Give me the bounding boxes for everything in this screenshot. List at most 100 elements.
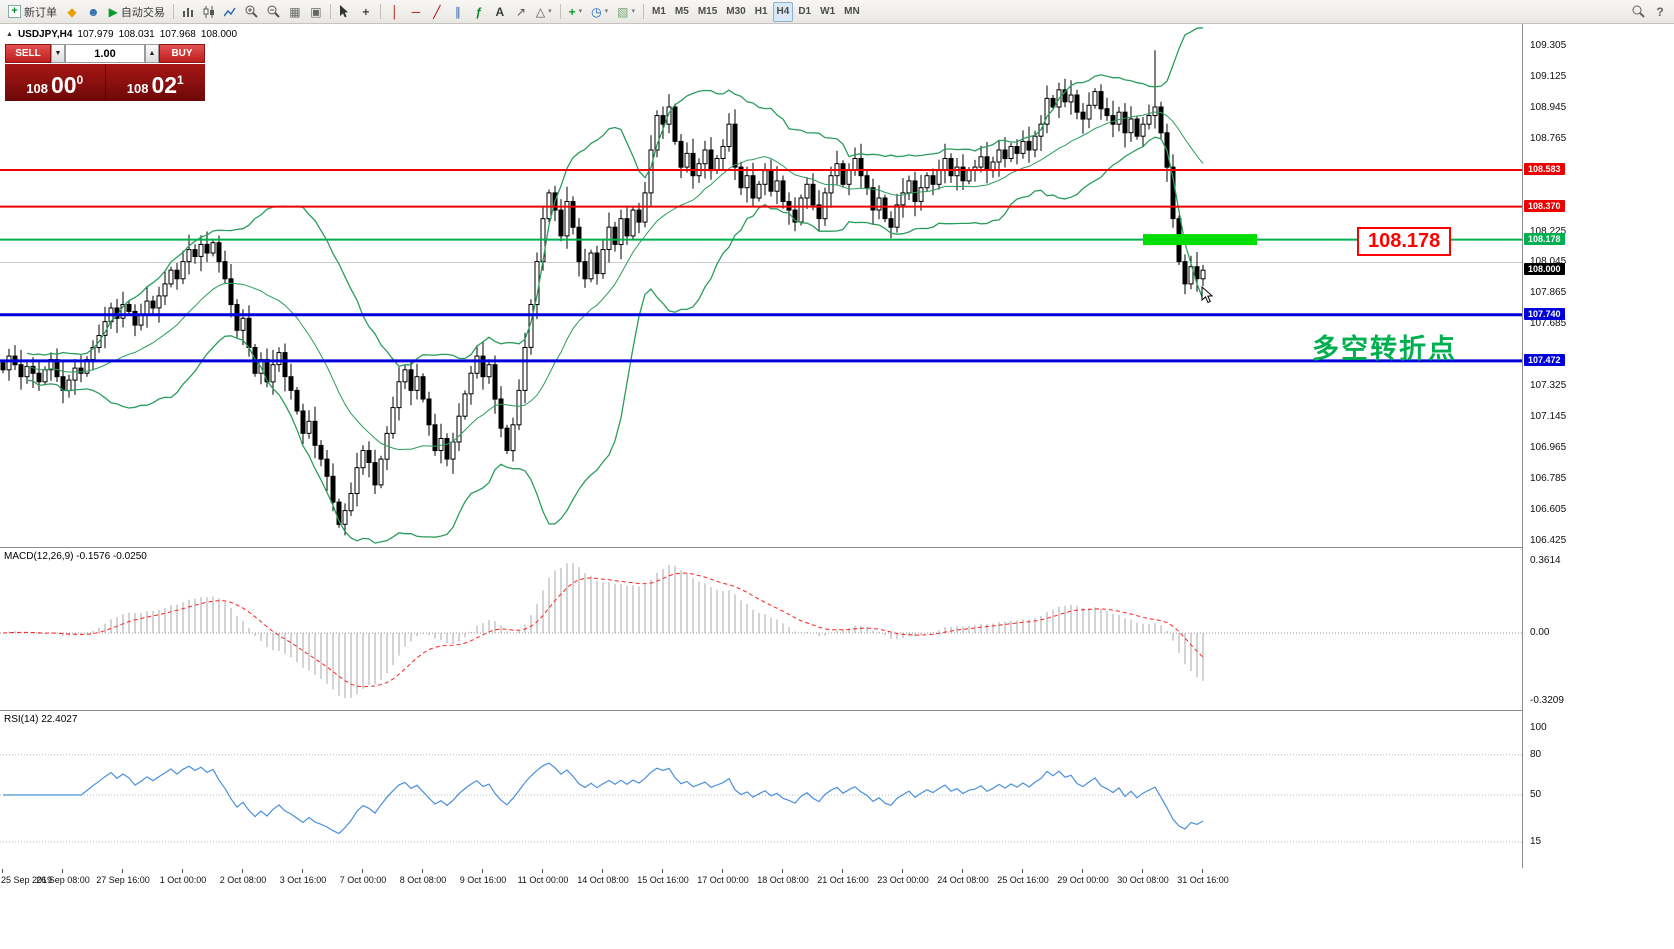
time-tick — [482, 869, 483, 873]
horizontal-line-tool[interactable]: ─ — [411, 4, 421, 19]
timeframe-m15[interactable]: M15 — [697, 6, 718, 17]
indicators-button[interactable]: + ▾ — [568, 4, 583, 19]
timeframe-mn[interactable]: MN — [844, 6, 860, 17]
price-axis-label: 108.045 — [1530, 256, 1567, 267]
new-order-button[interactable]: + 新订单 — [4, 2, 61, 22]
price-axis-label: 106.785 — [1530, 473, 1567, 484]
auto-trading-button[interactable]: ▶ 自动交易 — [105, 2, 169, 22]
macd-label: MACD(12,26,9) -0.1576 -0.0250 — [4, 551, 147, 562]
turning-point-note[interactable]: 多空转折点 — [1312, 334, 1457, 364]
time-tick — [302, 869, 303, 873]
timeframe-m30[interactable]: M30 — [726, 6, 746, 17]
symbol-label: USDJPY,H4 — [17, 29, 73, 40]
time-axis-label: 2 Oct 08:00 — [219, 875, 267, 885]
buy-button[interactable]: BUY — [159, 44, 205, 63]
price-axis-label: 109.305 — [1530, 40, 1567, 51]
cascade-windows-icon[interactable]: ▣ — [310, 4, 322, 19]
timeframe-h4[interactable]: H4 — [772, 1, 794, 22]
time-axis-label: 18 Oct 08:00 — [757, 875, 809, 885]
time-axis-label: 27 Sep 16:00 — [96, 875, 150, 885]
trendline-tool[interactable]: ╱ — [433, 4, 441, 19]
price-axis-label: 107.145 — [1530, 411, 1567, 422]
time-tick — [242, 869, 243, 873]
rsi-axis-15: 15 — [1530, 836, 1542, 847]
macd-indicator-panel[interactable] — [0, 547, 1522, 710]
price-axis-label: 106.605 — [1530, 504, 1567, 515]
time-axis-label: 25 Sep 2019 — [1, 875, 53, 885]
price-axis-label: 108.945 — [1530, 102, 1567, 113]
line-chart-glyph — [223, 7, 236, 16]
price-axis-label: 107.325 — [1530, 380, 1567, 391]
price-line-badge: 108.583 — [1524, 163, 1565, 175]
search-icon — [1632, 5, 1645, 18]
time-axis-label: 24 Oct 08:00 — [937, 875, 989, 885]
line-chart-icon[interactable] — [220, 2, 240, 22]
shapes-tool[interactable]: △ ▾ — [535, 4, 552, 19]
toolbar-separator — [643, 4, 645, 19]
sell-price-display[interactable]: 108 00 0 — [5, 64, 105, 101]
help-button[interactable]: ? — [1656, 4, 1664, 19]
zoom-in-glyph — [245, 5, 258, 18]
new-order-icon: + — [8, 5, 21, 18]
bar-chart-icon[interactable] — [178, 2, 198, 22]
templates-icon[interactable]: ▧ ▾ — [617, 4, 636, 19]
profile-icon[interactable]: ☻ — [87, 4, 100, 19]
text-tool[interactable]: A — [495, 4, 505, 19]
candlestick-chart-icon[interactable] — [199, 2, 219, 22]
zoom-in-icon[interactable] — [241, 2, 262, 22]
time-tick — [1022, 869, 1023, 873]
periods-clock-icon[interactable]: ◷ ▾ — [591, 4, 609, 19]
crosshair-tool[interactable]: + — [362, 4, 370, 19]
zoom-out-icon[interactable] — [263, 2, 284, 22]
macd-signal-line — [2, 572, 1204, 688]
panel-divider[interactable] — [0, 710, 1674, 711]
timeframe-h1[interactable]: H1 — [754, 6, 768, 17]
time-axis-label: 17 Oct 00:00 — [697, 875, 749, 885]
search-button[interactable] — [1628, 2, 1649, 22]
new-order-label: 新订单 — [24, 6, 57, 19]
mql-community-icon[interactable]: ◆ — [67, 4, 77, 19]
timeframe-m5[interactable]: M5 — [674, 6, 689, 17]
price-annotation-label[interactable]: 108.178 — [1357, 227, 1452, 256]
sell-price-figure: 108 — [26, 81, 48, 96]
vertical-line-tool[interactable]: │ — [391, 4, 399, 19]
price-line-badge: 107.740 — [1524, 308, 1565, 320]
buy-price-pips: 02 — [151, 72, 178, 98]
open-value: 107.979 — [77, 29, 114, 40]
chart-ohlc-header: ▲ USDJPY,H4 107.979 108.031 107.968 108.… — [6, 29, 237, 40]
timeframe-w1[interactable]: W1 — [820, 6, 836, 17]
timeframe-d1[interactable]: D1 — [798, 6, 812, 17]
channel-tool[interactable]: ∥ — [454, 4, 461, 19]
high-value: 108.031 — [118, 29, 155, 40]
timeframe-m1[interactable]: M1 — [652, 6, 666, 17]
time-tick — [422, 869, 423, 873]
rsi-indicator-panel[interactable] — [0, 710, 1522, 868]
fibonacci-tool[interactable]: ƒ — [475, 4, 483, 19]
main-toolbar: + 新订单 ◆ ☻ ▶ 自动交易 ▦ ▣ + │ ─ ╱ ∥ ƒ A ↗ △ ▾ … — [0, 0, 1674, 24]
time-axis-label: 23 Oct 00:00 — [877, 875, 929, 885]
time-tick — [182, 869, 183, 873]
time-axis-label: 15 Oct 16:00 — [637, 875, 689, 885]
one-click-collapse-icon[interactable]: ▲ — [6, 31, 13, 38]
volume-up-button[interactable]: ▲ — [145, 44, 159, 63]
highlight-rectangle[interactable] — [1143, 234, 1257, 246]
time-tick — [62, 869, 63, 873]
macd-axis-max: 0.3614 — [1530, 555, 1561, 566]
rsi-axis-80: 80 — [1530, 749, 1542, 760]
rsi-label: RSI(14) 22.4027 — [4, 714, 78, 725]
price-axis[interactable]: 0.3614 0.00 -0.3209 100 80 50 15 109.305… — [1523, 24, 1674, 894]
panel-divider[interactable] — [0, 547, 1674, 548]
time-tick — [1202, 869, 1203, 873]
volume-down-button[interactable]: ▼ — [51, 44, 65, 63]
buy-price-display[interactable]: 108 02 1 — [105, 64, 205, 101]
rsi-line — [3, 762, 1204, 835]
tile-windows-icon[interactable]: ▦ — [289, 4, 301, 19]
cursor-tool[interactable] — [335, 2, 355, 22]
sell-button[interactable]: SELL — [5, 44, 51, 63]
main-price-chart[interactable] — [0, 24, 1522, 547]
volume-input[interactable]: 1.00 — [65, 44, 145, 63]
time-axis[interactable]: 25 Sep 2019 26 Sep 08:00 27 Sep 16:00 1 Oct… — [0, 868, 1674, 894]
arrow-tool[interactable]: ↗ — [515, 4, 526, 19]
time-axis-label: 26 Sep 08:00 — [36, 875, 90, 885]
mouse-cursor-icon — [1201, 285, 1214, 304]
